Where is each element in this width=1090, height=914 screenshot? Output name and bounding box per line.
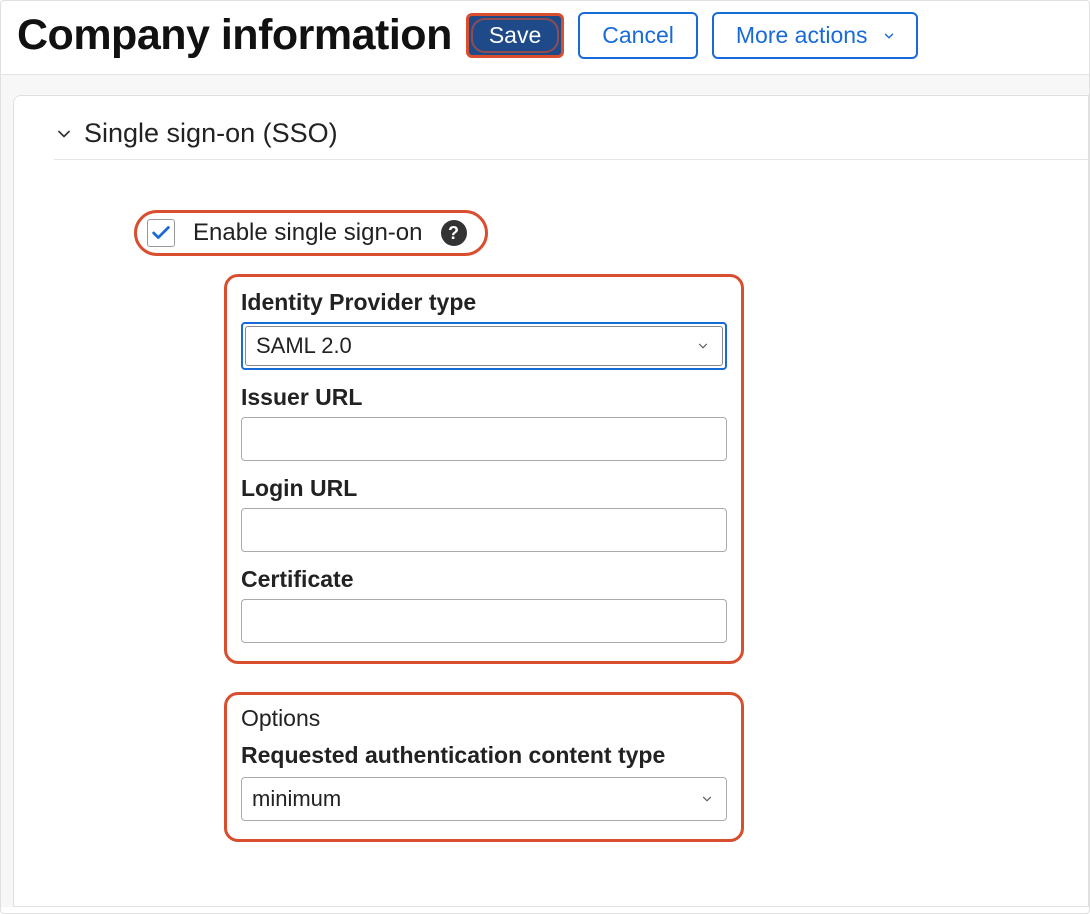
enable-sso-checkbox[interactable]: [147, 219, 175, 247]
chevron-down-icon: [696, 339, 710, 353]
options-title: Options: [241, 705, 727, 732]
idp-fields-group: Identity Provider type SAML 2.0 Issuer U…: [224, 274, 744, 664]
help-icon[interactable]: ?: [441, 220, 467, 246]
idp-type-select[interactable]: SAML 2.0: [245, 326, 723, 366]
issuer-url-label: Issuer URL: [241, 384, 727, 411]
form-area: Enable single sign-on ? Identity Provide…: [54, 160, 1088, 842]
section-header[interactable]: Single sign-on (SSO): [54, 118, 1088, 160]
login-url-input[interactable]: [241, 508, 727, 552]
page-container: Company information Save Cancel More act…: [0, 0, 1090, 914]
save-button-label: Save: [489, 22, 541, 49]
auth-content-type-label: Requested authentication content type: [241, 742, 727, 769]
enable-sso-label: Enable single sign-on: [193, 219, 423, 247]
idp-type-label: Identity Provider type: [241, 289, 727, 316]
auth-content-type-select[interactable]: minimum: [241, 777, 727, 821]
chevron-down-icon: [700, 792, 714, 806]
issuer-url-input[interactable]: [241, 417, 727, 461]
cancel-button[interactable]: Cancel: [578, 12, 698, 59]
card: Single sign-on (SSO) Enable single sign-…: [13, 95, 1089, 907]
certificate-label: Certificate: [241, 566, 727, 593]
save-button[interactable]: Save: [466, 13, 564, 58]
page-title: Company information: [17, 11, 452, 60]
certificate-input[interactable]: [241, 599, 727, 643]
chevron-down-icon: [882, 29, 896, 43]
checkmark-icon: [150, 222, 172, 244]
content-area: Single sign-on (SSO) Enable single sign-…: [1, 75, 1089, 907]
login-url-label: Login URL: [241, 475, 727, 502]
idp-type-select-focus: SAML 2.0: [241, 322, 727, 370]
more-actions-button[interactable]: More actions: [712, 12, 918, 59]
enable-sso-row: Enable single sign-on ?: [134, 210, 488, 256]
cancel-button-label: Cancel: [602, 22, 674, 49]
idp-type-value: SAML 2.0: [256, 333, 352, 358]
chevron-down-icon: [54, 124, 74, 144]
auth-content-type-value: minimum: [252, 786, 341, 811]
section-title: Single sign-on (SSO): [84, 118, 338, 149]
options-group: Options Requested authentication content…: [224, 692, 744, 842]
more-actions-label: More actions: [736, 22, 868, 49]
page-header: Company information Save Cancel More act…: [1, 1, 1089, 75]
